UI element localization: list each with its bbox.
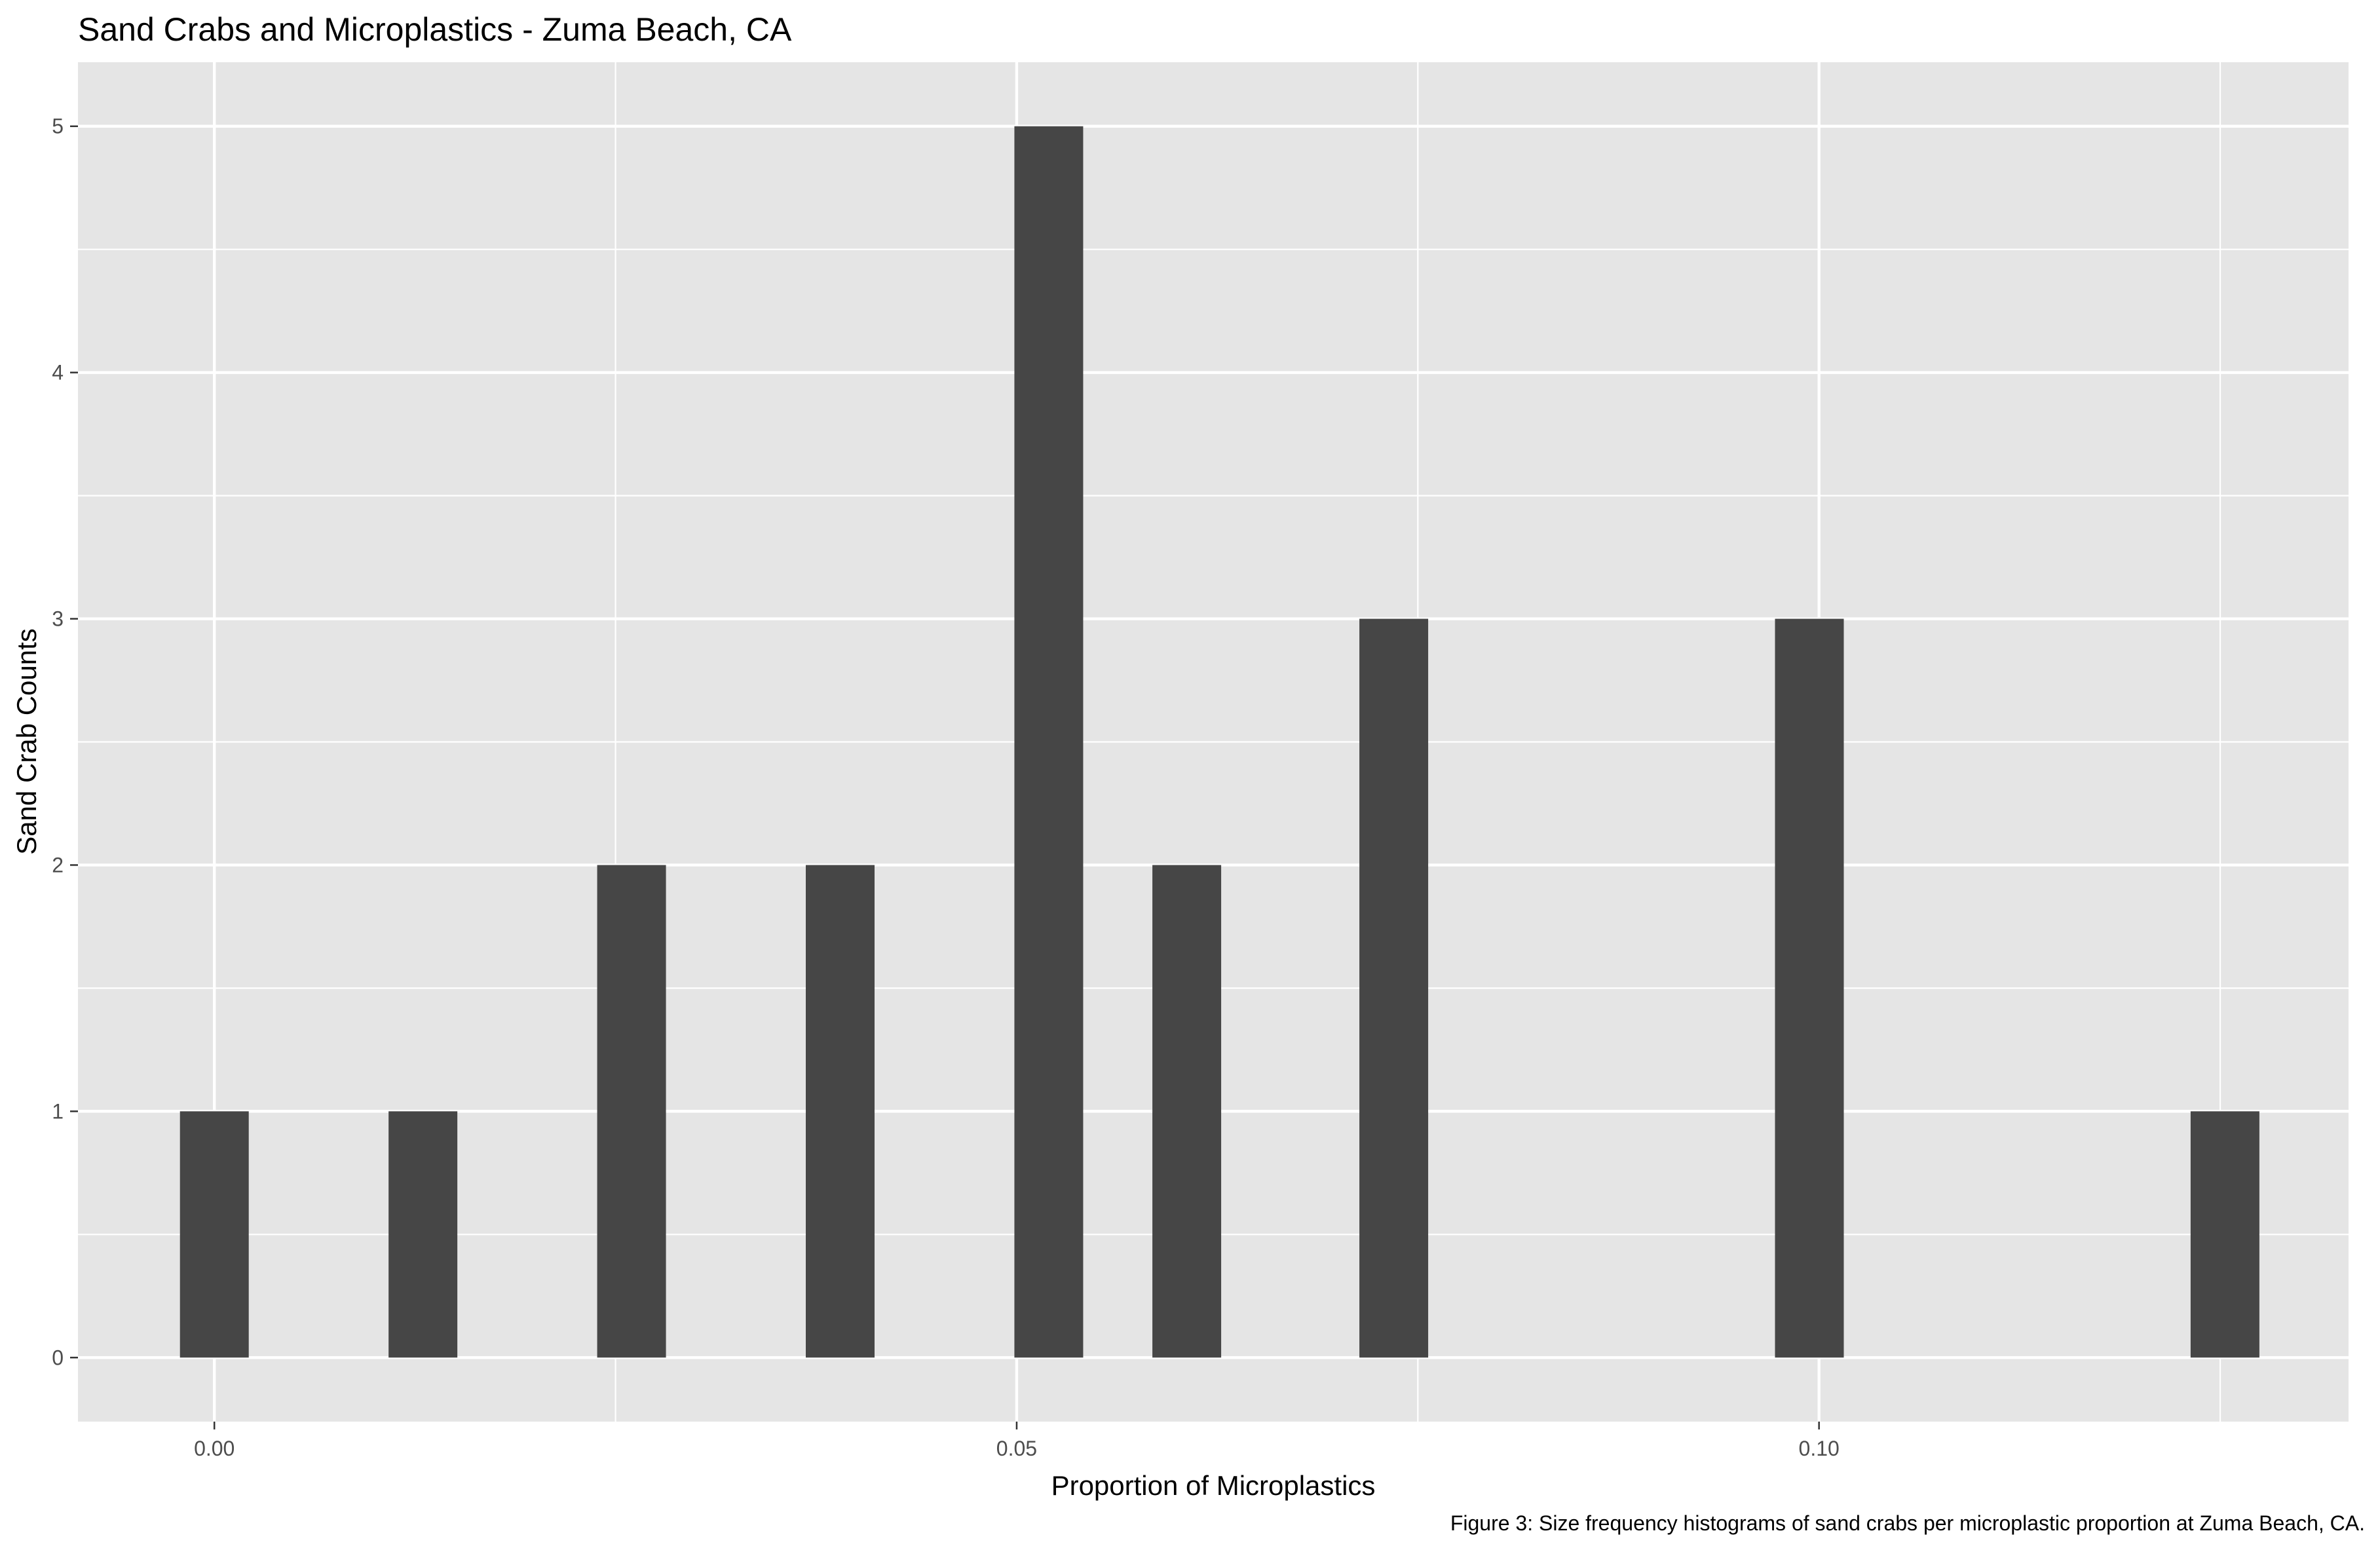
y-tick-label: 1 <box>52 1099 64 1123</box>
histogram-bar <box>1014 126 1084 1358</box>
bars <box>179 126 2259 1358</box>
x-tick-label: 0.00 <box>194 1437 235 1460</box>
y-axis: 0 1 2 3 4 5 <box>52 115 78 1369</box>
histogram-bar <box>805 865 875 1358</box>
y-tick-label: 0 <box>52 1346 64 1369</box>
x-tick-label: 0.05 <box>996 1437 1037 1460</box>
figure-caption: Figure 3: Size frequency histograms of s… <box>1450 1511 2365 1535</box>
histogram-bar <box>2190 1111 2259 1358</box>
y-tick-label: 4 <box>52 361 64 385</box>
histogram-bar <box>1775 618 1844 1358</box>
histogram-bar <box>179 1111 249 1358</box>
y-tick-label: 2 <box>52 853 64 877</box>
chart-title: Sand Crabs and Microplastics - Zuma Beac… <box>78 11 792 48</box>
x-axis: 0.00 0.05 0.10 <box>194 1422 1840 1460</box>
histogram-bar <box>1152 865 1222 1358</box>
x-tick-label: 0.10 <box>1799 1437 1840 1460</box>
y-tick-label: 3 <box>52 607 64 631</box>
y-tick-label: 5 <box>52 115 64 138</box>
x-axis-title: Proportion of Microplastics <box>1051 1470 1376 1501</box>
histogram-bar <box>388 1111 458 1358</box>
minor-gridlines <box>78 62 2349 1422</box>
y-axis-title: Sand Crab Counts <box>11 628 42 855</box>
histogram-bar <box>1359 618 1429 1358</box>
histogram-bar <box>597 865 666 1358</box>
